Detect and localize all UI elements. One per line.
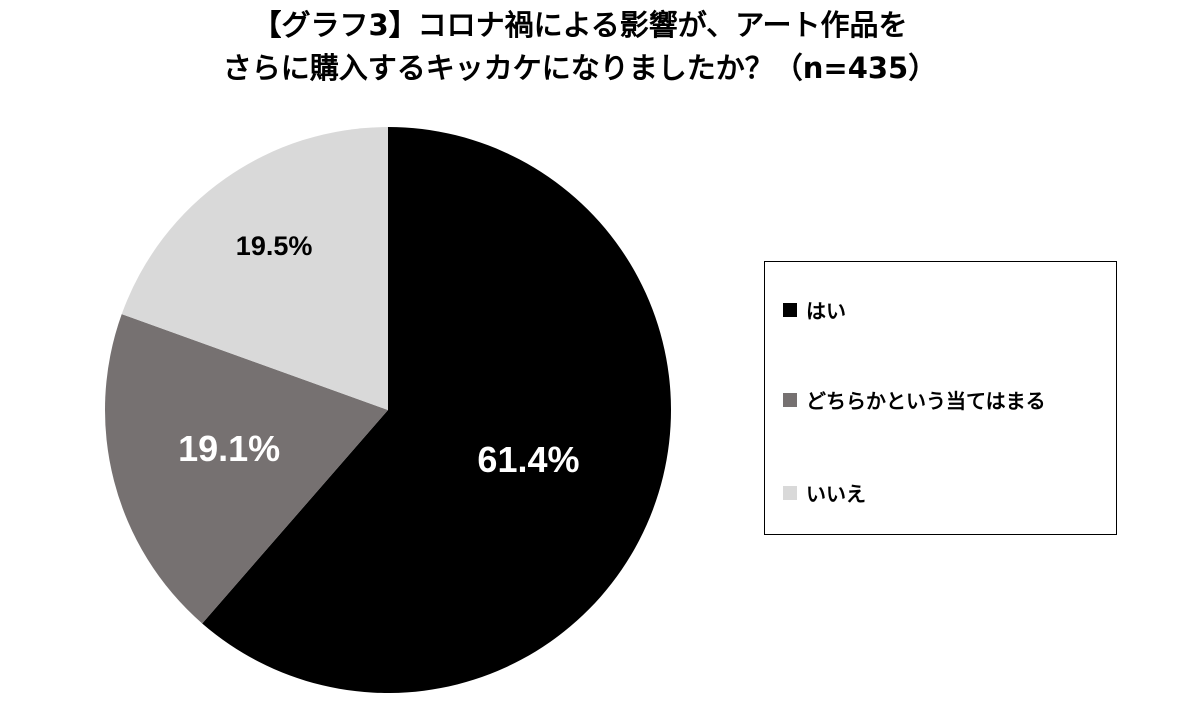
legend-item-somewhat: どちらかという当てはまる <box>783 385 1046 414</box>
legend-swatch-no <box>783 485 797 500</box>
legend-item-yes: はい <box>783 295 846 324</box>
slice-somewhat <box>105 314 388 624</box>
slice-no <box>121 127 388 410</box>
legend-swatch-yes <box>783 302 797 317</box>
data-label-no: 19.5% <box>236 231 313 261</box>
chart-title: 【グラフ3】コロナ禍による影響が、アート作品を さらに購入するキッカケになりまし… <box>0 4 1160 90</box>
chart-title-line-1: 【グラフ3】コロナ禍による影響が、アート作品を <box>252 8 908 42</box>
legend: はい どちらかという当てはまる いいえ <box>764 261 1117 535</box>
legend-swatch-somewhat <box>783 392 797 407</box>
legend-label-yes: はい <box>806 299 846 323</box>
slice-yes <box>202 127 672 693</box>
data-label-yes: 61.4% <box>477 439 579 480</box>
legend-label-no: いいえ <box>806 482 866 506</box>
legend-item-no: いいえ <box>783 478 866 507</box>
legend-label-somewhat: どちらかという当てはまる <box>806 389 1046 413</box>
data-label-somewhat: 19.1% <box>178 428 280 469</box>
chart-title-line-2: さらに購入するキッカケになりましたか？（n=435） <box>222 51 938 85</box>
